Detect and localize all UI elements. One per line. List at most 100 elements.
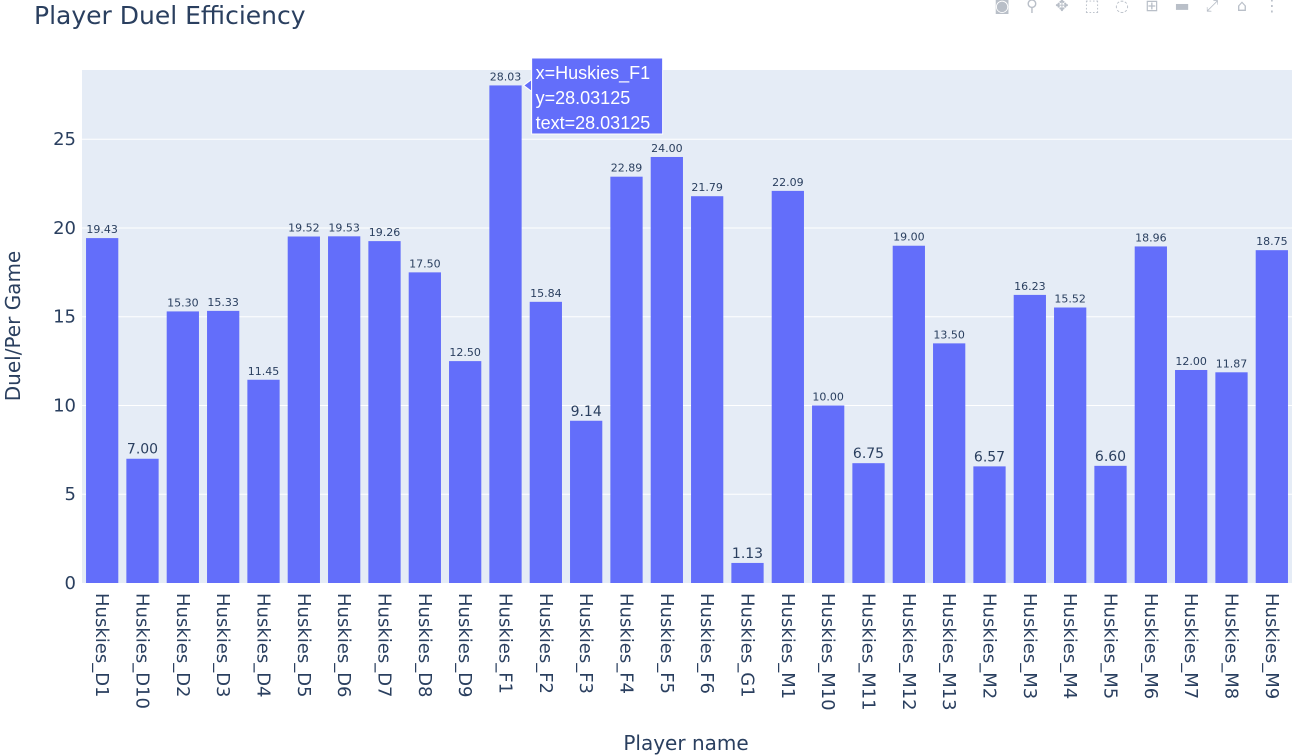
- x-tick-label: Huskies_M3: [1019, 593, 1040, 699]
- x-axis-title: Player name: [623, 731, 748, 755]
- bar-value-label: 12.00: [1175, 355, 1207, 368]
- bar[interactable]: [691, 196, 724, 583]
- bar-value-label: 22.09: [772, 176, 804, 189]
- plotly-logo-icon[interactable]: ⋮: [1264, 0, 1280, 14]
- bar[interactable]: [408, 272, 441, 583]
- bar-value-label: 28.03: [490, 70, 522, 83]
- x-tick-label: Huskies_D6: [333, 593, 354, 698]
- x-tick-label: Huskies_M7: [1180, 593, 1201, 699]
- bar[interactable]: [771, 190, 804, 583]
- bar-labels: 19.43 7.00 15.30 15.33 11.45 19.52 19.53 19.26 1…: [86, 70, 1287, 562]
- bar-value-label: 21.79: [691, 181, 723, 194]
- bar-value-label: 16.23: [1014, 280, 1046, 293]
- bar[interactable]: [126, 458, 159, 583]
- bar[interactable]: [1175, 369, 1208, 583]
- bar[interactable]: [1013, 294, 1046, 583]
- hover-tooltip: x=Huskies_F1 y=28.03125 text=28.03125: [522, 57, 664, 135]
- x-tick-label: Huskies_F1: [495, 593, 516, 694]
- y-axis-ticks: 0 5 10 15 20 25: [53, 129, 76, 594]
- x-tick-label: Huskies_D2: [172, 593, 193, 698]
- x-tick-label: Huskies_D9: [454, 593, 475, 698]
- bar[interactable]: [650, 156, 683, 583]
- bars: [86, 85, 1288, 584]
- x-tick-label: Huskies_F2: [535, 593, 556, 694]
- tooltip-line: text=28.03125: [536, 113, 651, 133]
- bar-value-label: 18.96: [1135, 231, 1167, 244]
- y-tick-label: 25: [53, 129, 76, 150]
- y-tick-label: 10: [53, 395, 76, 416]
- bar-value-label: 22.89: [611, 162, 643, 175]
- bar[interactable]: [207, 310, 240, 583]
- autoscale-icon[interactable]: ⤢: [1205, 0, 1219, 14]
- bar-value-label: 15.33: [207, 296, 239, 309]
- bar-value-label: 15.52: [1054, 293, 1086, 306]
- bar[interactable]: [1255, 250, 1288, 584]
- bar-value-label: 6.57: [974, 449, 1005, 465]
- y-tick-label: 20: [53, 218, 76, 239]
- chart-title: Player Duel Efficiency: [34, 1, 306, 30]
- bar-value-label: 12.50: [449, 346, 481, 359]
- bar[interactable]: [933, 343, 966, 583]
- bar-value-label: 24.00: [651, 142, 683, 155]
- bar[interactable]: [86, 238, 119, 583]
- bar[interactable]: [368, 241, 401, 583]
- x-tick-label: Huskies_D4: [253, 593, 274, 698]
- bar[interactable]: [328, 236, 361, 583]
- zoom-out-icon[interactable]: ▬: [1174, 0, 1190, 14]
- bar-value-label: 15.84: [530, 287, 562, 300]
- zoom-in-icon[interactable]: ⊞: [1145, 0, 1159, 14]
- bar[interactable]: [1215, 372, 1248, 583]
- bar[interactable]: [489, 85, 522, 583]
- x-tick-label: Huskies_M2: [979, 593, 1000, 699]
- bar[interactable]: [449, 361, 482, 583]
- x-axis-ticks: Huskies_D1 Huskies_D10 Huskies_D2 Huskies_D…: [91, 593, 1282, 711]
- box-select-icon[interactable]: ⬚: [1084, 0, 1100, 14]
- bar[interactable]: [1094, 465, 1127, 583]
- x-tick-label: Huskies_D1: [91, 593, 112, 698]
- bar[interactable]: [570, 420, 603, 583]
- bar-value-label: 7.00: [127, 442, 158, 458]
- bar-value-label: 10.00: [812, 390, 844, 403]
- camera-icon[interactable]: ◙: [994, 0, 1010, 14]
- bar-value-label: 6.60: [1095, 449, 1126, 465]
- x-tick-label: Huskies_M1: [777, 593, 798, 699]
- x-tick-label: Huskies_F4: [616, 593, 637, 694]
- bar-value-label: 11.45: [248, 365, 280, 378]
- bar[interactable]: [892, 245, 925, 583]
- bar[interactable]: [1054, 307, 1087, 583]
- pan-icon[interactable]: ✥: [1055, 0, 1069, 14]
- lasso-icon[interactable]: ◌: [1115, 0, 1129, 14]
- y-tick-label: 5: [65, 484, 76, 505]
- x-tick-label: Huskies_M10: [817, 593, 838, 711]
- x-tick-label: Huskies_M11: [858, 593, 879, 711]
- modebar: ◙ ⚲ ✥ ⬚ ◌ ⊞ ▬ ⤢ ⌂ ⋮: [992, 0, 1282, 18]
- x-tick-label: Huskies_F6: [696, 593, 717, 694]
- tooltip-box: [531, 57, 664, 135]
- x-tick-label: Huskies_D3: [212, 593, 233, 698]
- x-tick-label: Huskies_M5: [1100, 593, 1121, 699]
- bar[interactable]: [610, 176, 643, 584]
- bar[interactable]: [812, 405, 845, 583]
- plot-area[interactable]: [82, 70, 1292, 583]
- bar[interactable]: [973, 466, 1006, 583]
- tooltip-line: x=Huskies_F1: [536, 63, 651, 84]
- bar-value-label: 15.30: [167, 296, 199, 309]
- x-tick-label: Huskies_F3: [575, 593, 596, 694]
- bar[interactable]: [731, 562, 764, 583]
- bar[interactable]: [247, 379, 280, 583]
- home-icon[interactable]: ⌂: [1236, 0, 1248, 14]
- bar[interactable]: [852, 463, 885, 583]
- gridlines: [82, 138, 1292, 495]
- bar-value-label: 19.52: [288, 222, 320, 235]
- bar-value-label: 6.75: [853, 446, 884, 462]
- bar-value-label: 11.87: [1216, 357, 1248, 370]
- x-tick-label: Huskies_M8: [1221, 593, 1242, 699]
- bar[interactable]: [287, 236, 320, 583]
- bar-value-label: 18.75: [1256, 235, 1288, 248]
- bar[interactable]: [166, 311, 199, 583]
- bar[interactable]: [529, 301, 562, 583]
- bar-value-label: 1.13: [732, 546, 763, 562]
- zoom-icon[interactable]: ⚲: [1026, 0, 1038, 14]
- bar[interactable]: [1134, 246, 1167, 583]
